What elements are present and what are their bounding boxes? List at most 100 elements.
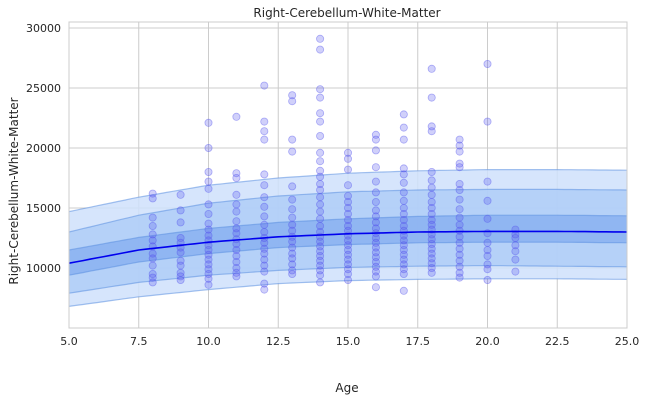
data-point	[399, 265, 408, 274]
data-point	[427, 268, 436, 277]
data-point	[455, 268, 464, 277]
data-point	[343, 209, 352, 218]
data-point	[232, 112, 241, 121]
data-point	[316, 266, 325, 275]
data-point	[455, 159, 464, 168]
data-point	[483, 265, 492, 274]
x-tick-label: 22.5	[545, 335, 570, 348]
data-point	[232, 263, 241, 272]
data-point	[260, 255, 269, 264]
data-point	[176, 218, 185, 227]
data-point	[455, 250, 464, 259]
data-point	[288, 205, 297, 214]
x-tick-label: 20.0	[475, 335, 500, 348]
data-point	[371, 188, 380, 197]
data-point	[316, 166, 325, 175]
data-point	[427, 122, 436, 131]
data-point	[288, 213, 297, 222]
data-point	[176, 268, 185, 277]
data-point	[371, 146, 380, 155]
data-point	[288, 260, 297, 269]
x-tick-label: 10.0	[196, 335, 221, 348]
data-point	[260, 81, 269, 90]
data-point	[399, 178, 408, 187]
data-point	[260, 227, 269, 236]
data-point	[399, 236, 408, 245]
chart-title: Right-Cerebellum-White-Matter	[253, 6, 440, 20]
data-point	[343, 245, 352, 254]
data-point	[399, 286, 408, 295]
data-point	[343, 275, 352, 284]
data-point	[343, 221, 352, 230]
data-point	[288, 147, 297, 156]
data-point	[148, 194, 157, 203]
data-point	[260, 170, 269, 179]
x-tick-label: 5.0	[60, 335, 78, 348]
data-point	[316, 251, 325, 260]
data-point	[260, 244, 269, 253]
data-point	[232, 257, 241, 266]
data-point	[455, 256, 464, 265]
data-point	[511, 233, 520, 242]
data-point	[148, 213, 157, 222]
data-point	[232, 229, 241, 238]
data-point	[204, 269, 213, 278]
data-point	[204, 118, 213, 127]
data-point	[176, 261, 185, 270]
data-point	[511, 241, 520, 250]
data-point	[260, 267, 269, 276]
data-point	[427, 176, 436, 185]
data-point	[176, 248, 185, 257]
data-point	[204, 280, 213, 289]
data-point	[343, 154, 352, 163]
data-point	[204, 255, 213, 264]
data-point	[399, 250, 408, 259]
data-point	[204, 219, 213, 228]
data-point	[399, 170, 408, 179]
data-point	[399, 123, 408, 132]
centile-curve-p75	[68, 214, 628, 251]
data-point	[148, 230, 157, 239]
data-point	[371, 248, 380, 257]
data-point	[427, 64, 436, 73]
data-point	[148, 254, 157, 263]
data-point	[427, 220, 436, 229]
data-point	[455, 238, 464, 247]
data-point	[427, 263, 436, 272]
data-point	[176, 256, 185, 265]
y-tick-label: 10000	[26, 262, 61, 275]
data-point	[204, 167, 213, 176]
data-point	[511, 267, 520, 276]
data-point	[343, 148, 352, 157]
data-point	[371, 243, 380, 252]
data-point	[343, 250, 352, 259]
data-point	[343, 255, 352, 264]
data-point	[371, 163, 380, 172]
data-point	[399, 164, 408, 173]
data-point	[232, 251, 241, 260]
x-axis-label: Age	[335, 381, 358, 395]
data-point	[371, 212, 380, 221]
data-point	[371, 272, 380, 281]
y-axis-ticks: 10000 15000 20000 25000 30000	[26, 22, 61, 275]
data-point	[399, 188, 408, 197]
data-point	[204, 225, 213, 234]
data-point	[427, 190, 436, 199]
data-point	[316, 148, 325, 157]
data-point	[204, 260, 213, 269]
data-point	[371, 257, 380, 266]
y-tick-label: 15000	[26, 202, 61, 215]
data-point	[343, 165, 352, 174]
data-point	[371, 253, 380, 262]
data-point	[427, 244, 436, 253]
x-tick-label: 25.0	[615, 335, 640, 348]
data-point	[288, 220, 297, 229]
x-tick-label: 15.0	[336, 335, 361, 348]
data-point	[343, 191, 352, 200]
data-point	[148, 278, 157, 287]
data-point	[399, 215, 408, 224]
data-point	[148, 236, 157, 245]
data-point	[288, 182, 297, 191]
data-point	[260, 135, 269, 144]
